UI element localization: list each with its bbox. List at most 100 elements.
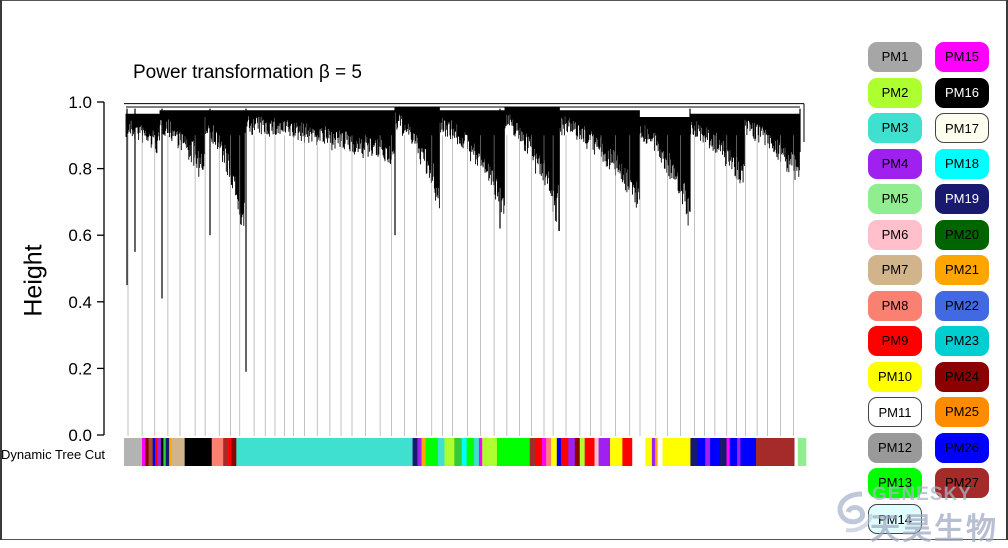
color-bar-segment: [228, 438, 232, 466]
color-bar-segment: [740, 438, 757, 466]
color-bar-segment: [794, 438, 799, 466]
color-bar-segment: [454, 438, 463, 466]
dendrogram-chart: 0.0 0.2 0.4 0.6 0.8 1.0: [68, 93, 807, 466]
color-bar-segment: [632, 438, 646, 466]
color-bar-segment: [657, 438, 663, 466]
legend-item-pm15: PM15: [935, 42, 989, 72]
dendrogram-leaf-lines: [127, 135, 794, 436]
color-bar-segment: [645, 438, 653, 466]
color-bar-segment: [496, 438, 531, 466]
dendrogram-tree: [124, 103, 805, 436]
color-bar-segment: [412, 438, 418, 466]
color-bar-segment: [560, 438, 569, 466]
color-bar-segment: [231, 438, 237, 466]
legend-item-pm25: PM25: [935, 397, 989, 427]
color-bar-segment: [461, 438, 467, 466]
color-bar-segment: [662, 438, 691, 466]
color-bar-segment: [236, 438, 413, 466]
legend-item-pm1: PM1: [868, 42, 922, 72]
color-bar-segment: [542, 438, 547, 466]
color-bar-segment: [142, 438, 146, 466]
color-bar-segment: [690, 438, 698, 466]
color-bar-segment: [184, 438, 213, 466]
company-watermark: GENESKY 天昊生物: [832, 484, 1008, 546]
color-bar-segment: [710, 438, 721, 466]
legend-item-pm16: PM16: [935, 77, 989, 108]
color-bar-segment: [655, 438, 658, 466]
legend-item-pm9: PM9: [868, 326, 922, 356]
color-bar-segment: [165, 438, 170, 466]
color-bar-segment: [579, 438, 585, 466]
legend-item-pm24: PM24: [935, 361, 989, 392]
legend-item-pm14: PM14: [868, 503, 922, 534]
legend-item-pm5: PM5: [868, 184, 922, 214]
color-bar-segment: [444, 438, 455, 466]
legend-item-pm7: PM7: [868, 255, 922, 285]
frame-left-edge: [0, 0, 2, 540]
color-bar-segment: [610, 438, 623, 466]
color-bar-segment: [696, 438, 706, 466]
legend-item-pm22: PM22: [935, 290, 989, 321]
y-tick-label: 0.2: [68, 359, 92, 378]
color-bar-segment: [148, 438, 153, 466]
color-bar-segment: [152, 438, 156, 466]
legend-item-pm20: PM20: [935, 219, 989, 250]
legend-item-pm13: PM13: [868, 468, 922, 498]
color-bar-segment: [729, 438, 738, 466]
color-bar-segment: [737, 438, 741, 466]
color-bar-segment: [223, 438, 229, 466]
legend-item-pm19: PM19: [935, 184, 989, 214]
color-bar-segment: [437, 438, 445, 466]
color-bar-segment: [535, 438, 543, 466]
color-bar-segment: [651, 438, 656, 466]
color-bar-segment: [594, 438, 599, 466]
color-bar-segment: [482, 438, 498, 466]
y-tick-label: 1.0: [68, 93, 92, 112]
color-bar-segment: [622, 438, 633, 466]
y-tick-label: 0.6: [68, 226, 92, 245]
color-bar-segment: [163, 438, 167, 466]
legend-item-pm18: PM18: [935, 148, 989, 179]
color-bar-segment: [157, 438, 162, 466]
legend-item-pm6: PM6: [868, 219, 922, 250]
color-bar-segment: [584, 438, 595, 466]
color-bar-segment: [726, 438, 731, 466]
legend-item-pm26: PM26: [935, 432, 989, 463]
logo-swirl-icon: [837, 491, 873, 533]
color-bar-segment: [211, 438, 224, 466]
frame-right-edge: [1006, 0, 1008, 540]
color-bar-segment: [160, 438, 164, 466]
legend-item-pm10: PM10: [868, 361, 922, 392]
color-bar-segment: [598, 438, 611, 466]
color-bar-segment: [155, 438, 158, 466]
color-bar-segment: [529, 438, 536, 466]
y-tick-label: 0.8: [68, 160, 92, 179]
color-bar-segment: [124, 438, 143, 466]
module-color-bar: [124, 438, 807, 466]
color-bar-segment: [474, 438, 480, 466]
color-bar-segment: [719, 438, 727, 466]
color-bar-segment: [466, 438, 475, 466]
color-bar-segment: [797, 438, 807, 466]
legend-item-pm12: PM12: [868, 432, 922, 463]
legend-item-pm21: PM21: [935, 255, 989, 285]
legend-item-pm23: PM23: [935, 326, 989, 356]
legend-item-pm2: PM2: [868, 77, 922, 108]
y-tick-label: 0.0: [68, 426, 92, 445]
color-bar-segment: [171, 438, 185, 466]
chart-title: Power transformation β = 5: [133, 62, 363, 83]
color-bar-segment: [546, 438, 552, 466]
watermark-english: GENESKY: [872, 484, 972, 505]
color-bar-segment: [551, 438, 558, 466]
color-bar-segment: [145, 438, 149, 466]
legend-item-pm8: PM8: [868, 290, 922, 321]
legend-item-pm4: PM4: [868, 148, 922, 179]
color-bar-segment: [425, 438, 439, 466]
legend-item-pm17: PM17: [935, 113, 989, 143]
color-bar-segment: [568, 438, 576, 466]
color-bar-segment: [478, 438, 483, 466]
legend-item-pm27: PM27: [935, 468, 989, 498]
module-legend: PM1 PM2 PM3 PM4 PM5 PM6 PM7 PM8 PM9 PM10 PM11 PM12 P…: [866, 42, 996, 542]
legend-item-pm3: PM3: [868, 113, 922, 143]
color-bar-segment: [169, 438, 172, 466]
